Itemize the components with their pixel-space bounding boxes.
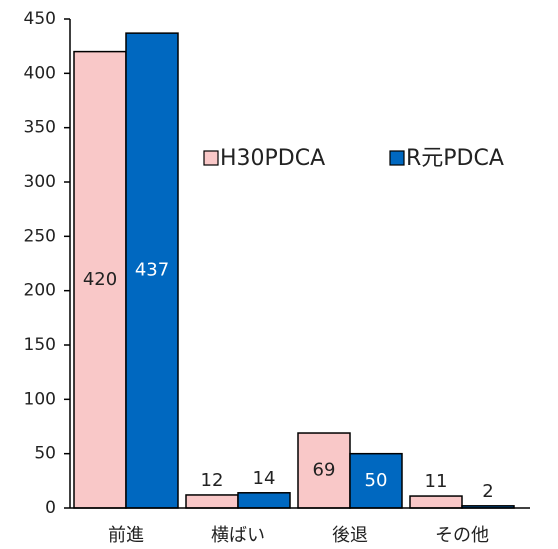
y-tick-label: 450 xyxy=(24,9,56,29)
legend-label: R元PDCA xyxy=(406,146,504,171)
data-label: 420 xyxy=(83,269,117,290)
y-tick-label: 400 xyxy=(24,63,56,83)
data-label: 11 xyxy=(425,471,448,492)
y-tick-label: 50 xyxy=(34,444,56,464)
data-label: 12 xyxy=(201,470,224,491)
bar xyxy=(409,495,463,509)
bar xyxy=(125,32,179,509)
x-tick-label: 横ばい xyxy=(211,525,265,546)
x-tick-label: 前進 xyxy=(108,525,144,546)
data-label: 69 xyxy=(313,460,336,481)
y-tick-label: 150 xyxy=(24,335,56,355)
y-tick-label: 100 xyxy=(24,389,56,409)
bar xyxy=(237,492,291,509)
data-label: 14 xyxy=(253,468,276,489)
data-label: 437 xyxy=(135,260,169,281)
data-label: 2 xyxy=(482,481,493,502)
legend-swatch xyxy=(389,150,405,166)
legend-label: H30PDCA xyxy=(220,146,325,171)
data-label: 50 xyxy=(365,470,388,491)
y-tick-label: 350 xyxy=(24,118,56,138)
x-tick-label: 後退 xyxy=(332,525,368,546)
y-tick-label: 250 xyxy=(24,226,56,246)
bar xyxy=(349,452,403,509)
y-tick-label: 0 xyxy=(45,498,56,518)
y-tick-label: 300 xyxy=(24,172,56,192)
y-tick-label: 200 xyxy=(24,281,56,301)
x-tick-label: その他 xyxy=(435,525,489,546)
bar xyxy=(185,494,239,509)
legend-swatch xyxy=(203,150,219,166)
